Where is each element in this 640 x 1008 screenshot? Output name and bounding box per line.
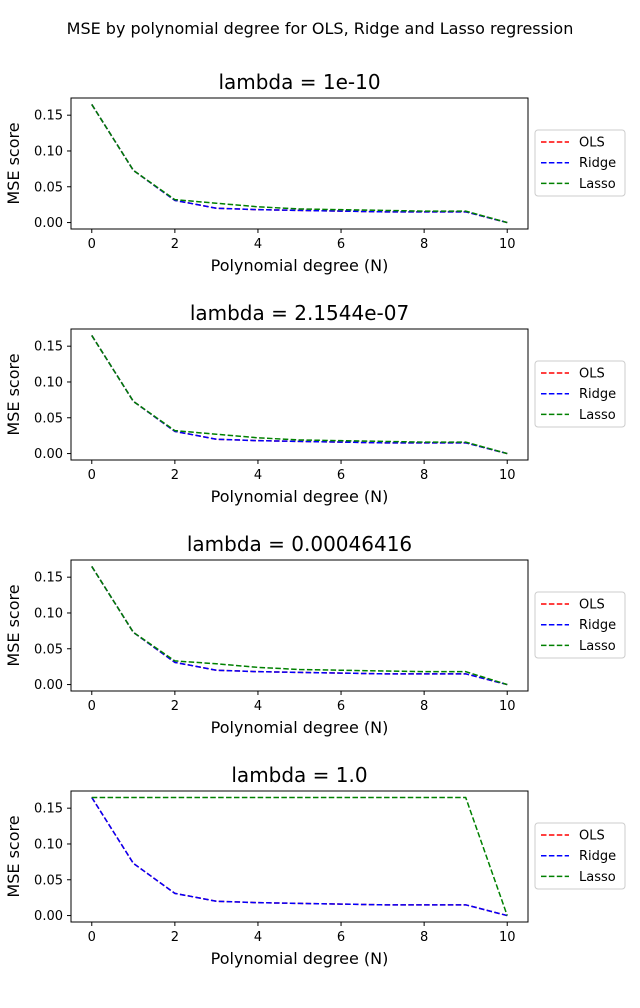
x-tick-label: 0 — [88, 237, 96, 252]
x-tick-label: 6 — [337, 930, 345, 945]
chart-1: lambda = 1e-10 0 2 4 6 8 10 0.00 0.05 0.10 0.15 Pol… — [4, 70, 626, 275]
series-lines — [91, 566, 508, 686]
chart-title: lambda = 1e-10 — [218, 70, 380, 94]
y-axis-label: MSE score — [4, 584, 23, 666]
series-lines — [91, 104, 508, 224]
x-tick-label: 8 — [420, 468, 428, 483]
y-tick-label: 0.05 — [34, 411, 63, 426]
x-tick-label: 4 — [254, 930, 262, 945]
x-axis-label: Polynomial degree (N) — [211, 949, 389, 968]
x-tick-label: 10 — [499, 468, 516, 483]
legend: OLS Ridge Lasso — [534, 129, 626, 197]
axes-frame — [70, 559, 529, 692]
chart-title: lambda = 0.00046416 — [187, 532, 412, 556]
x-tick-label: 8 — [420, 237, 428, 252]
legend-label-ols: OLS — [579, 829, 605, 844]
legend-label-ridge: Ridge — [579, 618, 616, 633]
series-line-ols — [91, 566, 508, 686]
x-tick-label: 6 — [337, 468, 345, 483]
chart-title: lambda = 2.1544e-07 — [190, 301, 409, 325]
y-tick-label: 0.05 — [34, 642, 63, 657]
y-axis-label: MSE score — [4, 815, 23, 897]
x-tick-label: 8 — [420, 699, 428, 714]
figure-suptitle: MSE by polynomial degree for OLS, Ridge … — [67, 19, 574, 38]
legend-label-lasso: Lasso — [579, 639, 616, 654]
legend-label-ridge: Ridge — [579, 849, 616, 864]
x-tick-label: 0 — [88, 699, 96, 714]
series-line-lasso — [91, 796, 508, 916]
x-tick-label: 0 — [88, 468, 96, 483]
axes-frame — [70, 790, 529, 923]
x-tick-label: 10 — [499, 237, 516, 252]
x-tick-label: 10 — [499, 699, 516, 714]
y-tick-label: 0.10 — [34, 606, 63, 621]
y-tick-label: 0.10 — [34, 144, 63, 159]
x-tick-label: 2 — [171, 930, 179, 945]
series-line-ridge — [91, 104, 508, 224]
charts-container: lambda = 1e-10 0 2 4 6 8 10 0.00 0.05 0.10 0.15 Pol… — [4, 70, 626, 968]
y-tick-label: 0.00 — [34, 216, 63, 231]
legend: OLS Ridge Lasso — [534, 591, 626, 659]
legend-label-ols: OLS — [579, 598, 605, 613]
x-axis-label: Polynomial degree (N) — [211, 718, 389, 737]
x-tick-label: 10 — [499, 930, 516, 945]
series-line-ridge — [91, 566, 508, 686]
series-line-ols — [91, 104, 508, 224]
legend-label-ols: OLS — [579, 136, 605, 151]
y-tick-label: 0.15 — [34, 802, 63, 817]
y-tick-label: 0.00 — [34, 447, 63, 462]
legend-box — [534, 591, 626, 659]
series-line-ols — [91, 335, 508, 455]
y-tick-label: 0.15 — [34, 571, 63, 586]
y-tick-label: 0.00 — [34, 909, 63, 924]
x-tick-label: 4 — [254, 237, 262, 252]
x-tick-label: 6 — [337, 699, 345, 714]
series-line-lasso — [91, 104, 508, 224]
series-line-lasso — [91, 335, 508, 455]
y-tick-label: 0.05 — [34, 180, 63, 195]
y-tick-label: 0.05 — [34, 873, 63, 888]
legend-label-lasso: Lasso — [579, 408, 616, 423]
series-line-ridge — [91, 335, 508, 455]
legend-label-lasso: Lasso — [579, 177, 616, 192]
y-tick-label: 0.15 — [34, 109, 63, 124]
x-tick-label: 2 — [171, 468, 179, 483]
legend-box — [534, 822, 626, 890]
legend-label-ridge: Ridge — [579, 387, 616, 402]
axes-frame — [70, 328, 529, 461]
series-lines — [91, 796, 508, 917]
series-lines — [91, 335, 508, 455]
x-axis-label: Polynomial degree (N) — [211, 256, 389, 275]
series-line-ols — [91, 797, 508, 917]
chart-4: lambda = 1.0 0 2 4 6 8 10 0.00 0.05 0.10 0.15 Polyn… — [4, 763, 626, 968]
chart-title: lambda = 1.0 — [231, 763, 367, 787]
legend-label-ridge: Ridge — [579, 156, 616, 171]
chart-2: lambda = 2.1544e-07 0 2 4 6 8 10 0.00 0.05 0.10 0.… — [4, 301, 626, 506]
axes-frame — [70, 97, 529, 230]
x-tick-label: 2 — [171, 237, 179, 252]
x-tick-label: 6 — [337, 237, 345, 252]
y-axis-label: MSE score — [4, 353, 23, 435]
x-axis-label: Polynomial degree (N) — [211, 487, 389, 506]
legend: OLS Ridge Lasso — [534, 822, 626, 890]
x-tick-label: 4 — [254, 699, 262, 714]
series-line-ridge — [91, 797, 508, 917]
x-tick-label: 8 — [420, 930, 428, 945]
y-tick-label: 0.00 — [34, 678, 63, 693]
y-tick-label: 0.10 — [34, 837, 63, 852]
series-line-lasso — [91, 566, 508, 686]
legend-box — [534, 360, 626, 428]
y-tick-label: 0.15 — [34, 340, 63, 355]
y-tick-label: 0.10 — [34, 375, 63, 390]
x-tick-label: 0 — [88, 930, 96, 945]
legend-label-ols: OLS — [579, 367, 605, 382]
x-tick-label: 4 — [254, 468, 262, 483]
legend: OLS Ridge Lasso — [534, 360, 626, 428]
x-tick-label: 2 — [171, 699, 179, 714]
legend-label-lasso: Lasso — [579, 870, 616, 885]
legend-box — [534, 129, 626, 197]
y-axis-label: MSE score — [4, 122, 23, 204]
chart-3: lambda = 0.00046416 0 2 4 6 8 10 0.00 0.05 0.10 0.… — [4, 532, 626, 737]
